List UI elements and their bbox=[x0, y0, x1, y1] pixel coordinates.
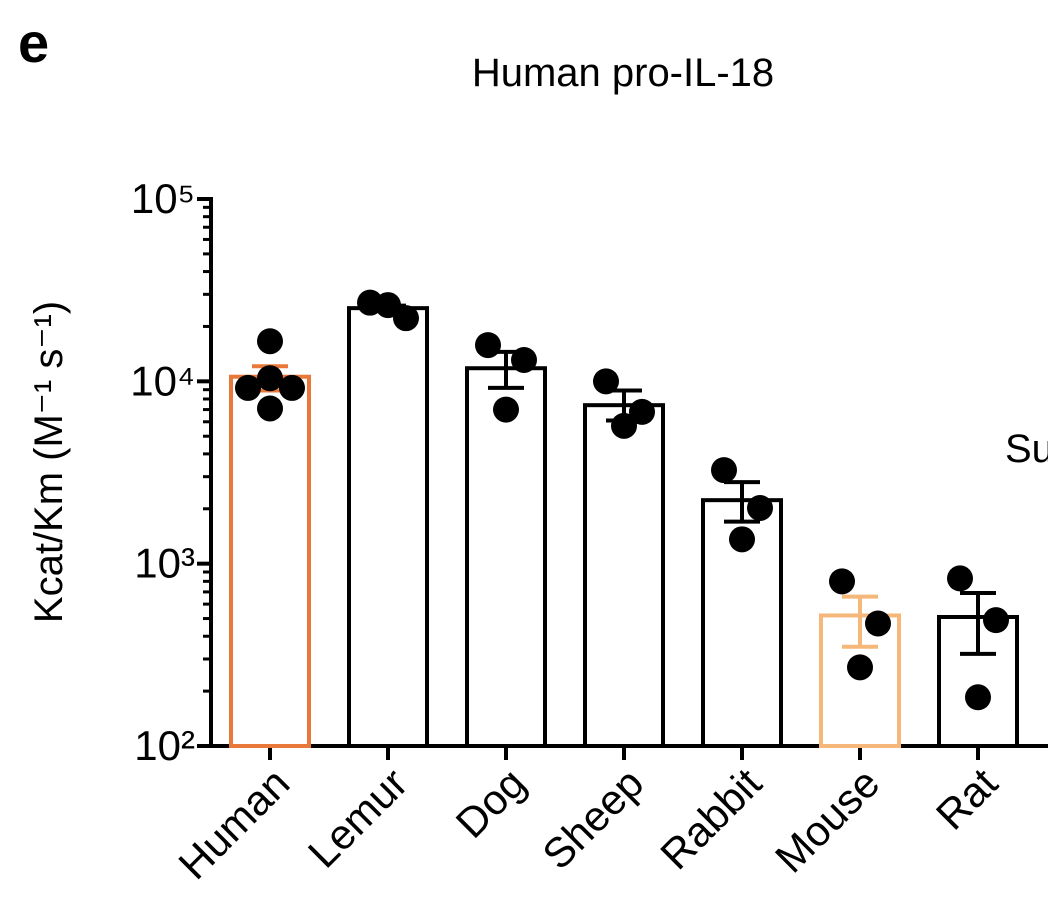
x-tick-label: Rat bbox=[927, 759, 1007, 839]
data-point bbox=[847, 654, 873, 681]
data-point bbox=[593, 368, 619, 395]
data-point bbox=[257, 395, 283, 422]
data-point bbox=[375, 292, 401, 319]
y-axis-label: Kcat/Km (M⁻¹ s⁻¹) bbox=[27, 301, 71, 623]
bar bbox=[583, 403, 665, 748]
data-point bbox=[493, 396, 519, 423]
y-tick-label: 10⁴ bbox=[130, 357, 195, 404]
x-tick-label: Human bbox=[169, 759, 298, 888]
x-tick-label: Sheep bbox=[533, 759, 652, 878]
y-tick-label: 10² bbox=[134, 722, 195, 769]
side-text: Su bbox=[1005, 427, 1048, 471]
data-point bbox=[965, 684, 991, 711]
data-point bbox=[257, 365, 283, 392]
x-tick-label: Dog bbox=[447, 759, 535, 847]
data-point bbox=[611, 412, 637, 439]
bar bbox=[465, 366, 547, 748]
bar bbox=[347, 306, 429, 748]
data-point bbox=[511, 346, 537, 373]
y-tick-label: 10³ bbox=[134, 540, 195, 587]
data-point bbox=[393, 305, 419, 332]
data-point bbox=[983, 607, 1009, 634]
panel-label: e bbox=[18, 11, 49, 74]
chart-title: Human pro-IL-18 bbox=[472, 51, 774, 95]
data-point bbox=[729, 526, 755, 553]
data-point bbox=[257, 328, 283, 355]
data-point bbox=[711, 457, 737, 484]
data-point bbox=[279, 374, 305, 401]
data-point bbox=[947, 565, 973, 592]
data-point bbox=[747, 494, 773, 521]
bar bbox=[229, 374, 311, 748]
data-point bbox=[829, 568, 855, 595]
x-tick-label: Rabbit bbox=[651, 759, 770, 878]
data-point bbox=[629, 398, 655, 425]
data-point bbox=[475, 332, 501, 359]
x-tick-label: Mouse bbox=[766, 759, 888, 881]
data-point bbox=[235, 374, 261, 401]
y-tick-label: 10⁵ bbox=[131, 175, 195, 222]
data-point bbox=[865, 610, 891, 637]
x-tick-label: Lemur bbox=[299, 759, 416, 876]
